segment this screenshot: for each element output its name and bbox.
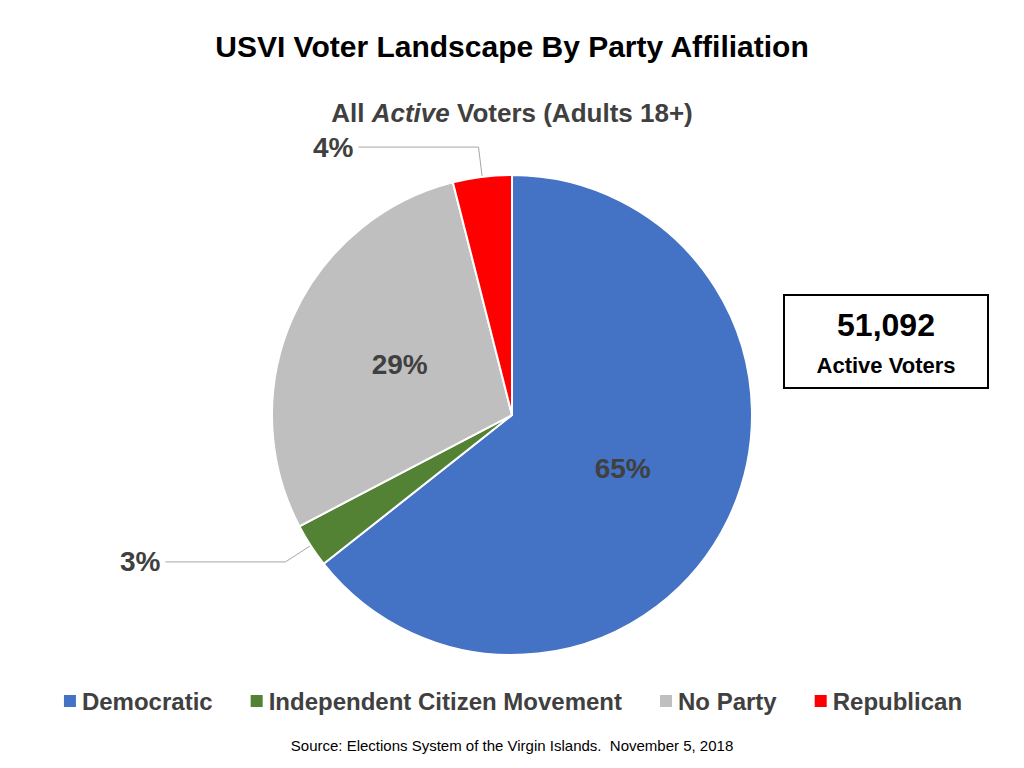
svg-text:65%: 65%: [595, 453, 651, 484]
svg-text:Source: Elections System of th: Source: Elections System of the Virgin I…: [291, 737, 733, 754]
svg-text:4%: 4%: [313, 132, 354, 163]
svg-text:Voters (Adults 18+): Voters (Adults 18+): [450, 98, 693, 128]
svg-text:All: All: [331, 98, 371, 128]
svg-text:No Party: No Party: [678, 688, 777, 715]
svg-text:51,092: 51,092: [837, 307, 935, 343]
svg-text:3%: 3%: [120, 546, 161, 577]
svg-text:Democratic: Democratic: [82, 688, 213, 715]
svg-text:Active Voters: Active Voters: [817, 353, 956, 378]
svg-text:USVI Voter Landscape By Party: USVI Voter Landscape By Party Affiliatio…: [215, 30, 808, 63]
svg-text:Independent Citizen Movement: Independent Citizen Movement: [269, 688, 622, 715]
svg-text:Active: Active: [371, 98, 450, 128]
svg-text:Republican: Republican: [833, 688, 962, 715]
svg-text:29%: 29%: [372, 349, 428, 380]
